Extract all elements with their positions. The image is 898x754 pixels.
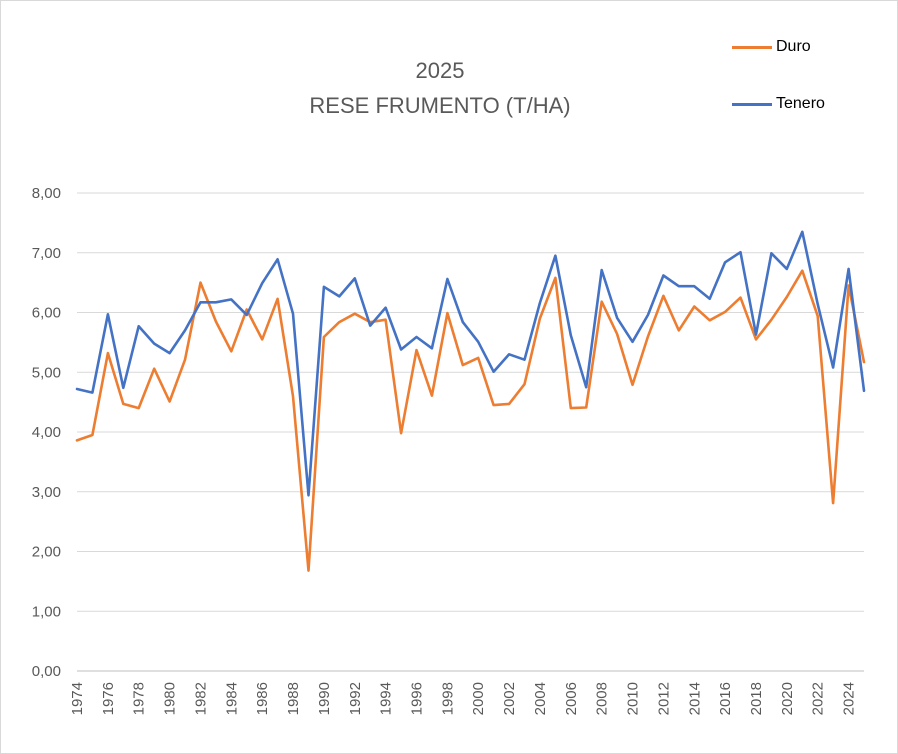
y-tick-label: 3,00 (32, 484, 61, 501)
x-tick-label: 1994 (378, 682, 395, 715)
x-tick-label: 1986 (254, 682, 271, 715)
x-tick-label: 2024 (841, 682, 858, 715)
x-tick-label: 2008 (594, 682, 611, 715)
x-tick-label: 1998 (439, 682, 456, 715)
chart-title-year: 2025 (415, 58, 465, 83)
series-line-tenero (75, 230, 866, 497)
x-tick-label: 2004 (532, 682, 549, 715)
x-tick-label: 2018 (748, 682, 765, 715)
chart-title: RESE FRUMENTO (T/HA) (309, 93, 571, 118)
x-tick-label: 2020 (779, 682, 796, 715)
x-tick-label: 2022 (810, 682, 827, 715)
legend-swatch-tenero (732, 102, 772, 106)
y-tick-label: 8,00 (32, 185, 61, 202)
x-tick-label: 1988 (285, 682, 302, 715)
x-tick-label: 1984 (223, 682, 240, 715)
series-line-duro (75, 269, 866, 572)
x-tick-label: 2016 (717, 682, 734, 715)
x-tick-label: 1990 (316, 682, 333, 715)
x-tick-label: 1996 (408, 682, 425, 715)
y-tick-label: 4,00 (32, 424, 61, 441)
legend-swatch-duro (732, 45, 772, 49)
y-tick-label: 7,00 (32, 245, 61, 262)
x-tick-label: 2010 (625, 682, 642, 715)
x-tick-label: 1976 (100, 682, 117, 715)
x-tick-label: 2012 (655, 682, 672, 715)
legend-item-duro: Duro (732, 37, 811, 57)
x-tick-label: 1982 (192, 682, 209, 715)
x-tick-label: 1978 (131, 682, 148, 715)
x-tick-label: 1992 (347, 682, 364, 715)
legend-label-duro: Duro (776, 38, 811, 55)
x-tick-label: 2000 (470, 682, 487, 715)
y-tick-label: 2,00 (32, 544, 61, 561)
y-tick-label: 6,00 (32, 305, 61, 322)
x-tick-label: 1974 (69, 682, 86, 715)
y-tick-label: 5,00 (32, 364, 61, 381)
y-tick-label: 0,00 (32, 663, 61, 680)
legend-label-tenero: Tenero (776, 95, 825, 112)
x-tick-label: 1980 (162, 682, 179, 715)
x-tick-label: 2006 (563, 682, 580, 715)
legend-item-tenero: Tenero (732, 94, 825, 114)
y-tick-label: 1,00 (32, 603, 61, 620)
x-tick-label: 2002 (501, 682, 518, 715)
x-tick-label: 2014 (686, 682, 703, 715)
